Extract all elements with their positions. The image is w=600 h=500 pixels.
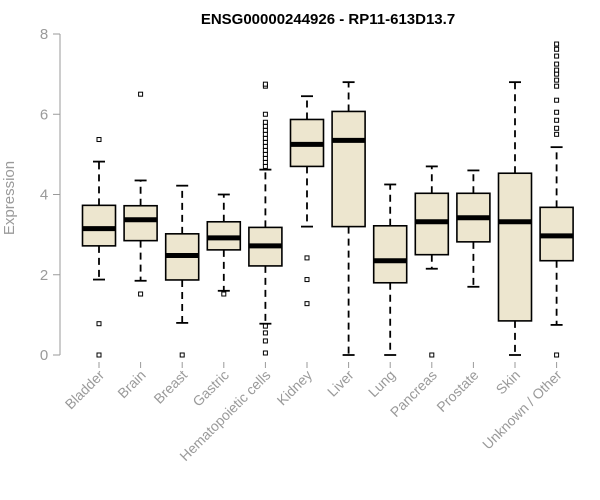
box-unknown-other	[539, 41, 574, 358]
outlier-point	[96, 137, 102, 143]
outlier-point	[554, 117, 560, 123]
x-tick-label: Unknown / Other	[479, 367, 565, 453]
outlier-point	[554, 131, 560, 137]
outlier-point	[554, 109, 560, 115]
outlier-point	[262, 163, 268, 169]
box-iqr	[331, 110, 366, 228]
box-prostate	[456, 169, 491, 288]
x-tick-label: Kidney	[274, 367, 316, 409]
y-axis: 0 2 4 6 8	[40, 26, 61, 364]
plot-area	[81, 41, 574, 358]
outlier-point	[262, 147, 268, 153]
outlier-point	[262, 323, 268, 329]
box-breast	[164, 184, 200, 358]
outlier-point	[554, 53, 560, 59]
box-iqr	[497, 172, 533, 322]
outlier-point	[554, 46, 560, 52]
outlier-point	[262, 338, 268, 344]
outlier-point	[138, 91, 144, 97]
outlier-point	[554, 61, 560, 67]
outlier-point	[96, 352, 102, 358]
chart-title: ENSG00000244926 - RP11-613D13.7	[201, 11, 455, 28]
outlier-point	[262, 151, 268, 157]
x-tick-label: Brain	[114, 367, 148, 401]
outlier-point	[262, 155, 268, 161]
outlier-point	[262, 131, 268, 137]
outlier-point	[304, 277, 310, 283]
box-iqr	[123, 204, 158, 242]
y-tick-label: 4	[40, 187, 48, 204]
outlier-point	[262, 123, 268, 129]
y-tick-label: 6	[40, 106, 48, 123]
x-tick-label: Lung	[365, 367, 398, 400]
box-lung	[372, 183, 408, 356]
outlier-point	[554, 41, 560, 47]
outlier-point	[262, 135, 268, 141]
x-tick-label: Liver	[324, 367, 357, 400]
x-tick-label: Prostate	[433, 367, 481, 415]
outlier-point	[554, 67, 560, 73]
outlier-point	[262, 127, 268, 133]
x-tick-label: Bladder	[62, 367, 108, 413]
outlier-point	[262, 350, 268, 356]
outlier-point	[262, 119, 268, 125]
outlier-point	[262, 143, 268, 149]
outlier-point	[554, 71, 560, 77]
outlier-point	[304, 301, 310, 307]
outlier-point	[554, 77, 560, 83]
y-axis-label: Expression	[1, 161, 18, 235]
box-gastric	[206, 193, 242, 297]
outlier-point	[262, 330, 268, 336]
outlier-point	[554, 83, 560, 89]
outlier-point	[554, 97, 560, 103]
outlier-point	[262, 139, 268, 145]
outlier-point	[221, 291, 227, 297]
outlier-point	[554, 352, 560, 358]
outlier-point	[554, 125, 560, 131]
box-liver	[331, 81, 366, 356]
y-tick-label: 2	[40, 267, 48, 284]
box-pancreas	[414, 165, 450, 358]
outlier-point	[262, 159, 268, 165]
outlier-point	[96, 321, 102, 327]
y-tick-label: 8	[40, 26, 48, 43]
y-tick-label: 0	[40, 347, 48, 364]
outlier-point	[262, 81, 268, 87]
box-bladder	[81, 137, 117, 358]
box-skin	[497, 81, 533, 356]
box-iqr	[372, 224, 408, 284]
box-kidney	[289, 95, 325, 307]
outlier-point	[179, 352, 185, 358]
outlier-point	[262, 111, 268, 117]
x-tick-label: Skin	[493, 367, 524, 398]
x-tick-label: Breast	[150, 367, 190, 407]
outlier-point	[429, 352, 435, 358]
box-brain	[123, 91, 158, 297]
box-iqr	[81, 204, 117, 247]
outlier-point	[138, 291, 144, 297]
outlier-point	[304, 255, 310, 261]
box-hematopoietic-cells	[248, 81, 283, 356]
